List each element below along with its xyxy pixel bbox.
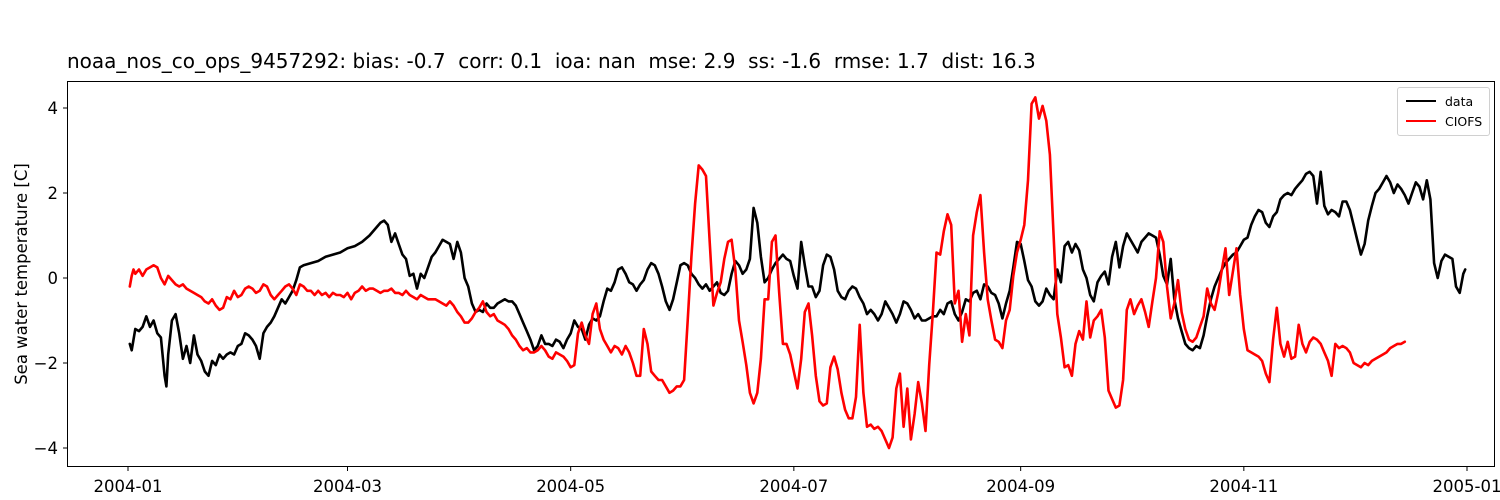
x-tick-label: 2004-03 xyxy=(313,477,382,496)
axes-background xyxy=(67,81,1495,467)
chart-title-metrics: noaa_nos_co_ops_9457292: bias: -0.7 corr… xyxy=(67,49,1036,73)
legend-label-ciofs: CIOFS xyxy=(1445,113,1483,129)
x-tick-label: 2004-09 xyxy=(986,477,1055,496)
series-line-data xyxy=(128,170,1467,388)
y-tick-label: 0 xyxy=(48,269,59,288)
series-lines xyxy=(128,96,1467,450)
x-tick-label: 2004-07 xyxy=(759,477,828,496)
legend: data CIOFS xyxy=(1397,87,1490,136)
legend-swatch-ciofs xyxy=(1406,120,1436,122)
series-line-ciofs xyxy=(128,96,1407,450)
x-tick-label: 2004-05 xyxy=(536,477,605,496)
y-axis-ticks: 4 2 0 −2 −4 xyxy=(34,99,67,458)
legend-item-ciofs: CIOFS xyxy=(1406,113,1482,129)
axes-frame xyxy=(67,81,1495,467)
x-tick-label: 2005-01 xyxy=(1433,477,1500,496)
y-tick-label: −4 xyxy=(34,439,58,458)
legend-swatch-data xyxy=(1406,100,1436,102)
x-tick-label: 2004-11 xyxy=(1209,477,1278,496)
y-tick-label: 2 xyxy=(48,184,59,203)
x-tick-label: 2004-01 xyxy=(94,477,163,496)
y-tick-label: −2 xyxy=(34,354,58,373)
y-tick-label: 4 xyxy=(48,99,59,118)
x-axis-ticks: 2004-01 2004-03 2004-05 2004-07 2004-09 2004-… xyxy=(94,467,1500,496)
legend-item-data: data xyxy=(1406,93,1473,109)
legend-label-data: data xyxy=(1445,93,1474,109)
